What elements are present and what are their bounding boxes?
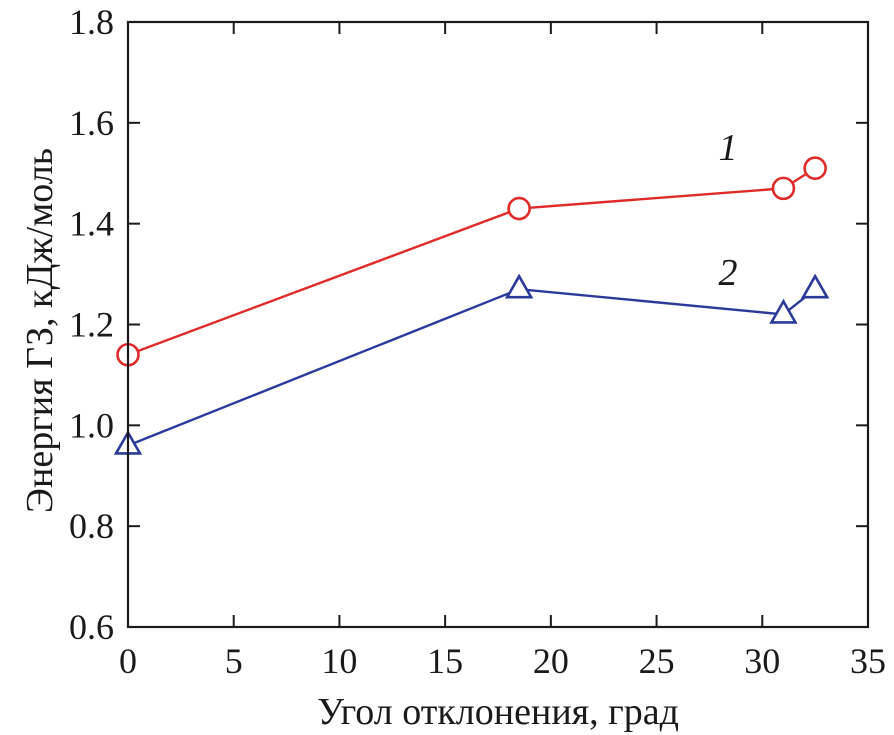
x-tick-label: 5 xyxy=(225,641,243,681)
series-label: 1 xyxy=(719,127,738,169)
series-label: 2 xyxy=(719,252,738,294)
data-point-circle xyxy=(771,176,796,201)
x-tick-label: 10 xyxy=(321,641,357,681)
y-tick-label: 0.6 xyxy=(69,607,114,647)
y-tick-label: 1.2 xyxy=(69,305,114,345)
x-tick-label: 15 xyxy=(427,641,463,681)
x-tick-label: 0 xyxy=(119,641,137,681)
y-tick-label: 1.6 xyxy=(69,103,114,143)
y-tick-label: 1.8 xyxy=(69,2,114,42)
x-tick-label: 30 xyxy=(744,641,780,681)
x-axis-title: Угол отклонения, град xyxy=(317,691,679,733)
data-point-circle xyxy=(803,156,827,181)
x-tick-label: 35 xyxy=(850,641,886,681)
series-2: 2 xyxy=(113,252,830,455)
y-tick-label: 1.0 xyxy=(69,405,114,445)
data-point-triangle xyxy=(800,273,830,299)
x-tick-label: 20 xyxy=(533,641,569,681)
y-axis-ticks: 0.6 0.8 1.0 1.2 1.4 1.6 1.8 xyxy=(69,2,868,647)
series-line xyxy=(127,287,816,447)
series-line xyxy=(127,167,816,356)
data-point-triangle xyxy=(769,298,798,324)
data-point-circle xyxy=(507,196,531,221)
y-axis-title: Энергия ГЗ, кДж/моль xyxy=(19,148,61,513)
y-tick-label: 1.4 xyxy=(69,204,114,244)
y-tick-label: 0.8 xyxy=(69,506,114,546)
series-1: 1 xyxy=(116,127,827,367)
plot-frame xyxy=(126,20,870,629)
plot-series: 12 xyxy=(113,127,830,455)
data-point-triangle xyxy=(504,273,534,299)
x-axis-ticks: 0 5 10 15 20 25 30 35 xyxy=(119,22,886,681)
x-tick-label: 25 xyxy=(639,641,675,681)
